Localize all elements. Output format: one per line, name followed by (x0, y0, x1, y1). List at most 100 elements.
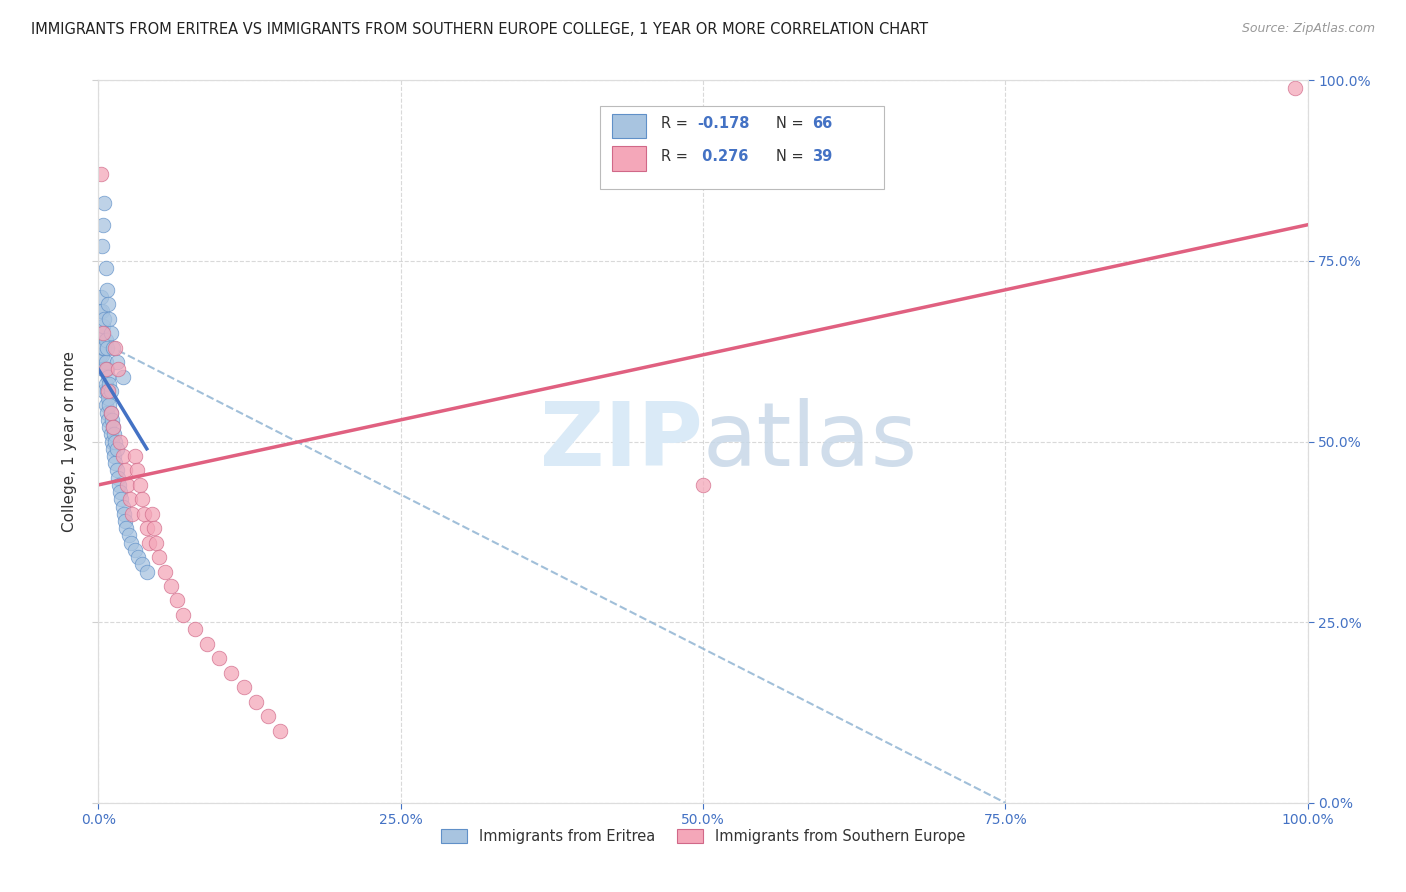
Point (90, 290, 112, 304)
Point (107, 470, 129, 484)
Point (208, 651, 231, 665)
Point (221, 665, 243, 680)
Point (269, 723, 291, 738)
Point (96, 406, 118, 420)
Legend: Immigrants from Eritrea, Immigrants from Southern Europe: Immigrants from Eritrea, Immigrants from… (434, 823, 972, 850)
Point (91, 318, 114, 333)
Point (96, 341, 118, 355)
Point (91, 326, 114, 340)
Point (100, 434, 122, 449)
Point (114, 514, 136, 528)
Point (138, 535, 160, 549)
Point (111, 369, 134, 384)
Text: ZIP: ZIP (540, 398, 703, 485)
Point (97, 413, 120, 427)
Point (134, 507, 156, 521)
Point (100, 384, 122, 398)
Point (153, 565, 176, 579)
Point (104, 434, 127, 449)
Point (94, 334, 117, 348)
Point (91, 239, 114, 253)
Point (166, 593, 188, 607)
Text: atlas: atlas (703, 398, 918, 485)
Point (100, 427, 122, 442)
Point (91, 341, 114, 355)
FancyBboxPatch shape (600, 105, 884, 189)
Point (91, 326, 114, 340)
Point (100, 406, 122, 420)
Point (98, 311, 121, 326)
Point (105, 355, 128, 369)
Point (128, 478, 150, 492)
Point (104, 341, 127, 355)
Point (98, 376, 121, 391)
Point (112, 507, 135, 521)
Point (195, 637, 218, 651)
Point (89, 348, 111, 362)
Point (135, 565, 157, 579)
Text: -0.178: -0.178 (697, 116, 749, 131)
Point (101, 341, 124, 355)
Point (184, 623, 207, 637)
Text: Source: ZipAtlas.com: Source: ZipAtlas.com (1241, 22, 1375, 36)
Point (148, 550, 170, 565)
Point (101, 442, 124, 456)
Point (96, 384, 118, 398)
Point (120, 535, 142, 549)
Point (96, 283, 118, 297)
Point (245, 695, 267, 709)
Point (135, 521, 157, 535)
Point (105, 442, 128, 456)
Point (692, 478, 714, 492)
Point (97, 369, 120, 384)
Point (107, 362, 129, 376)
Point (160, 579, 183, 593)
Point (131, 492, 153, 507)
Point (232, 680, 254, 694)
Point (1284, 80, 1306, 95)
Point (97, 384, 120, 398)
Point (104, 456, 127, 470)
Text: R =: R = (661, 116, 692, 131)
Text: IMMIGRANTS FROM ERITREA VS IMMIGRANTS FROM SOUTHERN EUROPE COLLEGE, 1 YEAR OR MO: IMMIGRANTS FROM ERITREA VS IMMIGRANTS FR… (31, 22, 928, 37)
Point (94, 398, 117, 412)
Point (91, 218, 114, 232)
Point (100, 413, 122, 427)
Point (256, 709, 278, 723)
Text: 39: 39 (811, 149, 832, 163)
Point (94, 362, 117, 376)
Point (100, 406, 122, 420)
Point (108, 478, 131, 492)
Point (91, 362, 114, 376)
Y-axis label: College, 1 year or more: College, 1 year or more (62, 351, 77, 532)
Point (89, 304, 111, 318)
Point (100, 326, 122, 340)
Text: N =: N = (776, 149, 808, 163)
Point (90, 167, 112, 181)
Point (118, 492, 141, 507)
Point (97, 391, 120, 405)
Point (111, 449, 134, 463)
Point (117, 478, 139, 492)
Point (111, 500, 134, 514)
FancyBboxPatch shape (613, 146, 647, 170)
Point (94, 355, 117, 369)
Point (172, 607, 194, 622)
FancyBboxPatch shape (613, 113, 647, 138)
Point (103, 449, 125, 463)
Point (114, 463, 136, 477)
Point (131, 558, 153, 572)
Point (110, 492, 132, 507)
Point (94, 261, 117, 276)
Point (93, 196, 115, 211)
Point (93, 341, 115, 355)
Point (108, 485, 131, 500)
Point (141, 507, 163, 521)
Point (96, 362, 118, 376)
Point (124, 449, 146, 463)
Point (124, 542, 146, 557)
Text: 0.276: 0.276 (697, 149, 748, 163)
Point (121, 507, 143, 521)
Point (101, 420, 124, 434)
Text: R =: R = (661, 149, 692, 163)
